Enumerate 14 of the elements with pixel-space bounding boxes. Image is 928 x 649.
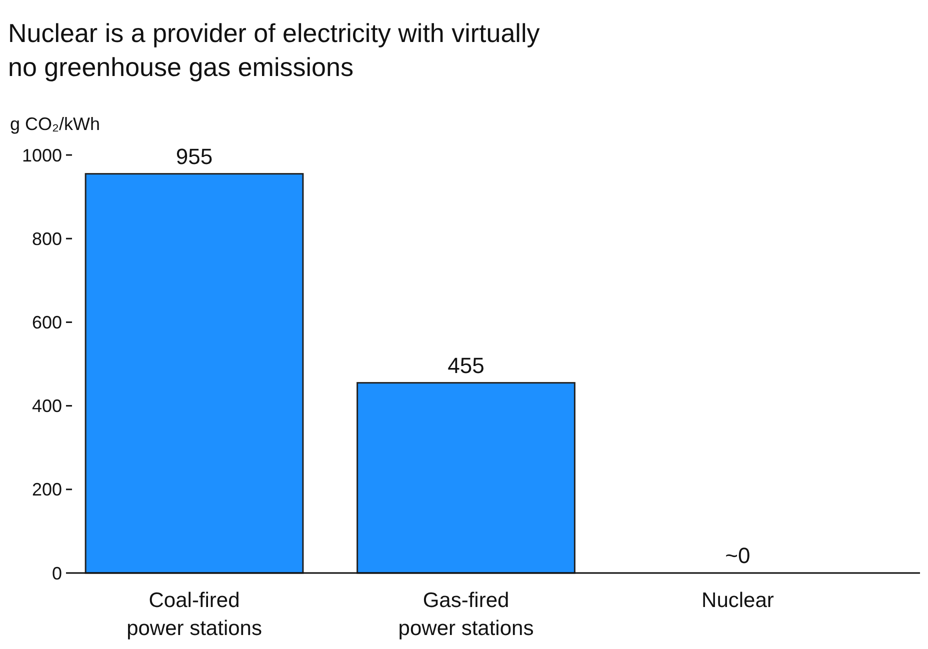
x-tick-label: Gas-fired power stations	[398, 589, 534, 640]
chart-title: Nuclear is a provider of electricity with virtually no greenhouse gas emissions	[8, 18, 540, 82]
data-label: ~0	[725, 543, 750, 568]
y-tick-label: 400	[32, 396, 62, 416]
y-tick-label: 0	[52, 563, 62, 584]
data-label: 955	[176, 144, 213, 169]
y-tick-label: 800	[32, 228, 62, 249]
data-label: 455	[448, 352, 484, 378]
y-tick-label: 600	[32, 312, 62, 332]
y-axis-title: g CO₂/kWh	[10, 114, 100, 134]
x-tick-label: Coal-fired power stations	[126, 589, 262, 640]
y-tick-label: 200	[32, 480, 62, 500]
x-tick-label: Nuclear	[702, 589, 774, 612]
y-tick-label: 1000	[22, 145, 62, 166]
